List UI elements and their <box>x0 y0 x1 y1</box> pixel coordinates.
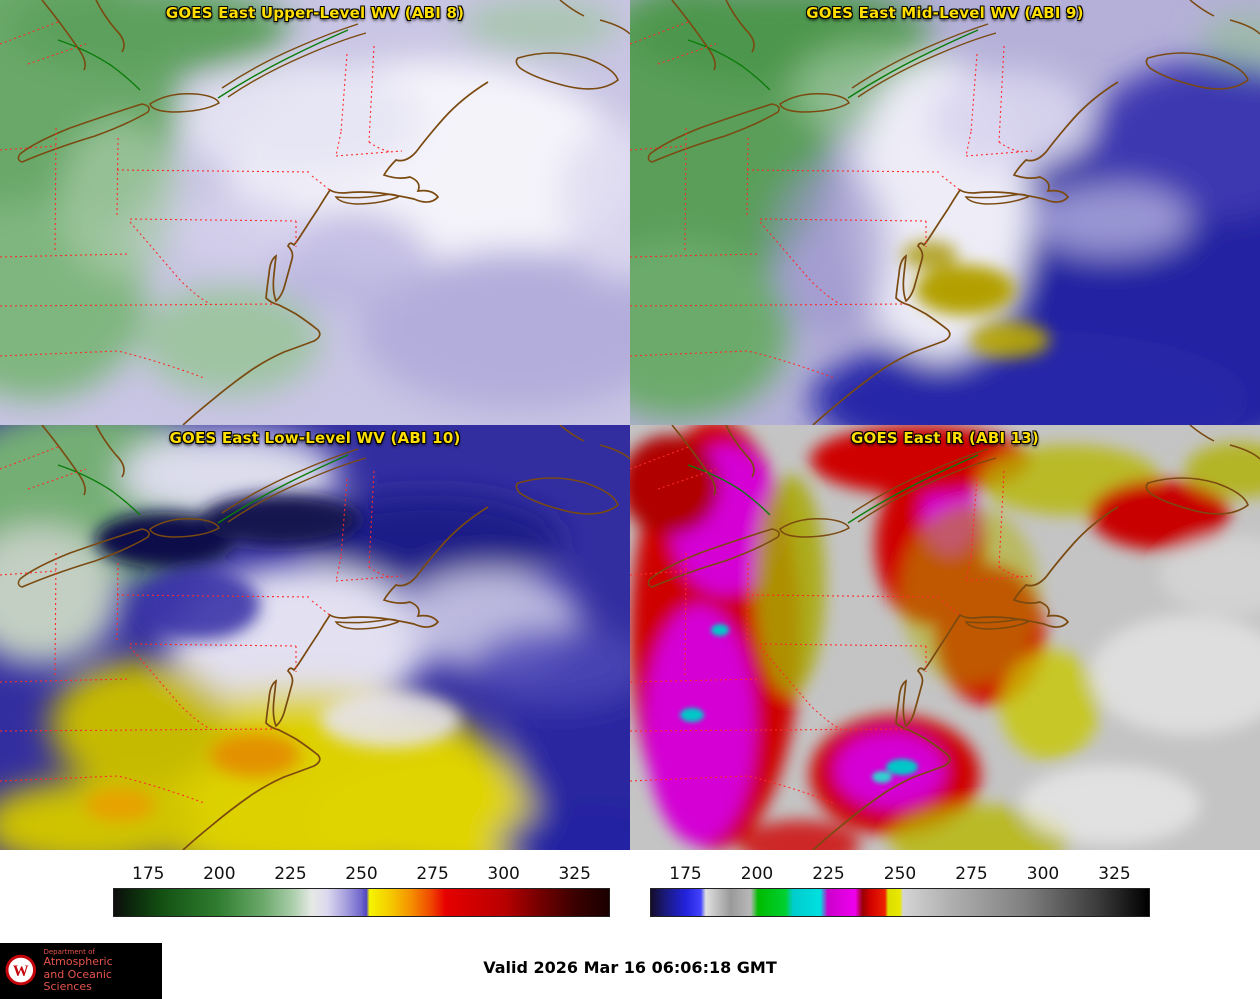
water-vapor-colorbar-ticks: 175 200 225 250 275 300 325 <box>113 864 610 888</box>
tick-label: 300 <box>487 864 520 884</box>
tick-label: 200 <box>740 864 774 884</box>
tick-label: 250 <box>345 864 378 884</box>
ir-colorbar-ticks: 175 200 225 250 275 300 325 <box>650 864 1150 888</box>
panel-low-level-wv: GOES East Low-Level WV (ABI 10) <box>0 425 630 850</box>
low-level-wv-satellite-image <box>0 425 630 850</box>
logo-dept-line: Department of <box>43 948 95 957</box>
logo-text: Department of Atmospheric and Oceanic Sc… <box>43 948 162 994</box>
tick-label: 200 <box>203 864 236 884</box>
panel-title-ir: GOES East IR (ABI 13) <box>850 429 1039 447</box>
tick-label: 225 <box>274 864 307 884</box>
tick-label: 325 <box>1098 864 1131 884</box>
colorbar-row: 175 200 225 250 275 300 325 175 200 225 … <box>0 850 1260 940</box>
tick-label: 225 <box>812 864 845 884</box>
uw-aos-logo: W Department of Atmospheric and Oceanic … <box>0 943 162 999</box>
panel-title-upper-level-wv: GOES East Upper-Level WV (ABI 8) <box>165 4 465 22</box>
water-vapor-colorbar: 175 200 225 250 275 300 325 <box>113 864 610 940</box>
logo-name-line-1: Atmospheric <box>43 955 113 969</box>
uw-crest-letter: W <box>13 963 29 980</box>
ir-colorbar-bar <box>650 888 1150 917</box>
footer: W Department of Atmospheric and Oceanic … <box>0 940 1260 999</box>
panel-ir: GOES East IR (ABI 13) <box>630 425 1260 850</box>
tick-label: 300 <box>1026 864 1060 884</box>
panel-title-mid-level-wv: GOES East Mid-Level WV (ABI 9) <box>806 4 1084 22</box>
tick-label: 325 <box>558 864 591 884</box>
tick-label: 250 <box>883 864 917 884</box>
panel-mid-level-wv: GOES East Mid-Level WV (ABI 9) <box>630 0 1260 425</box>
ir-satellite-image <box>630 425 1260 850</box>
tick-label: 175 <box>669 864 702 884</box>
tick-label: 175 <box>132 864 165 884</box>
tick-label: 275 <box>955 864 988 884</box>
upper-level-wv-satellite-image <box>0 0 630 425</box>
water-vapor-colorbar-bar <box>113 888 610 917</box>
mid-level-wv-satellite-image <box>630 0 1260 425</box>
ir-colorbar: 175 200 225 250 275 300 325 <box>650 864 1150 940</box>
logo-name-line-2: and Oceanic Sciences <box>43 967 112 994</box>
panel-title-low-level-wv: GOES East Low-Level WV (ABI 10) <box>169 429 461 447</box>
tick-label: 275 <box>416 864 449 884</box>
valid-time-label: Valid 2026 Mar 16 06:06:18 GMT <box>483 958 777 977</box>
satellite-panel-grid: GOES East Upper-Level WV (ABI 8) <box>0 0 1260 850</box>
uw-crest-icon: W <box>5 954 37 986</box>
panel-upper-level-wv: GOES East Upper-Level WV (ABI 8) <box>0 0 630 425</box>
